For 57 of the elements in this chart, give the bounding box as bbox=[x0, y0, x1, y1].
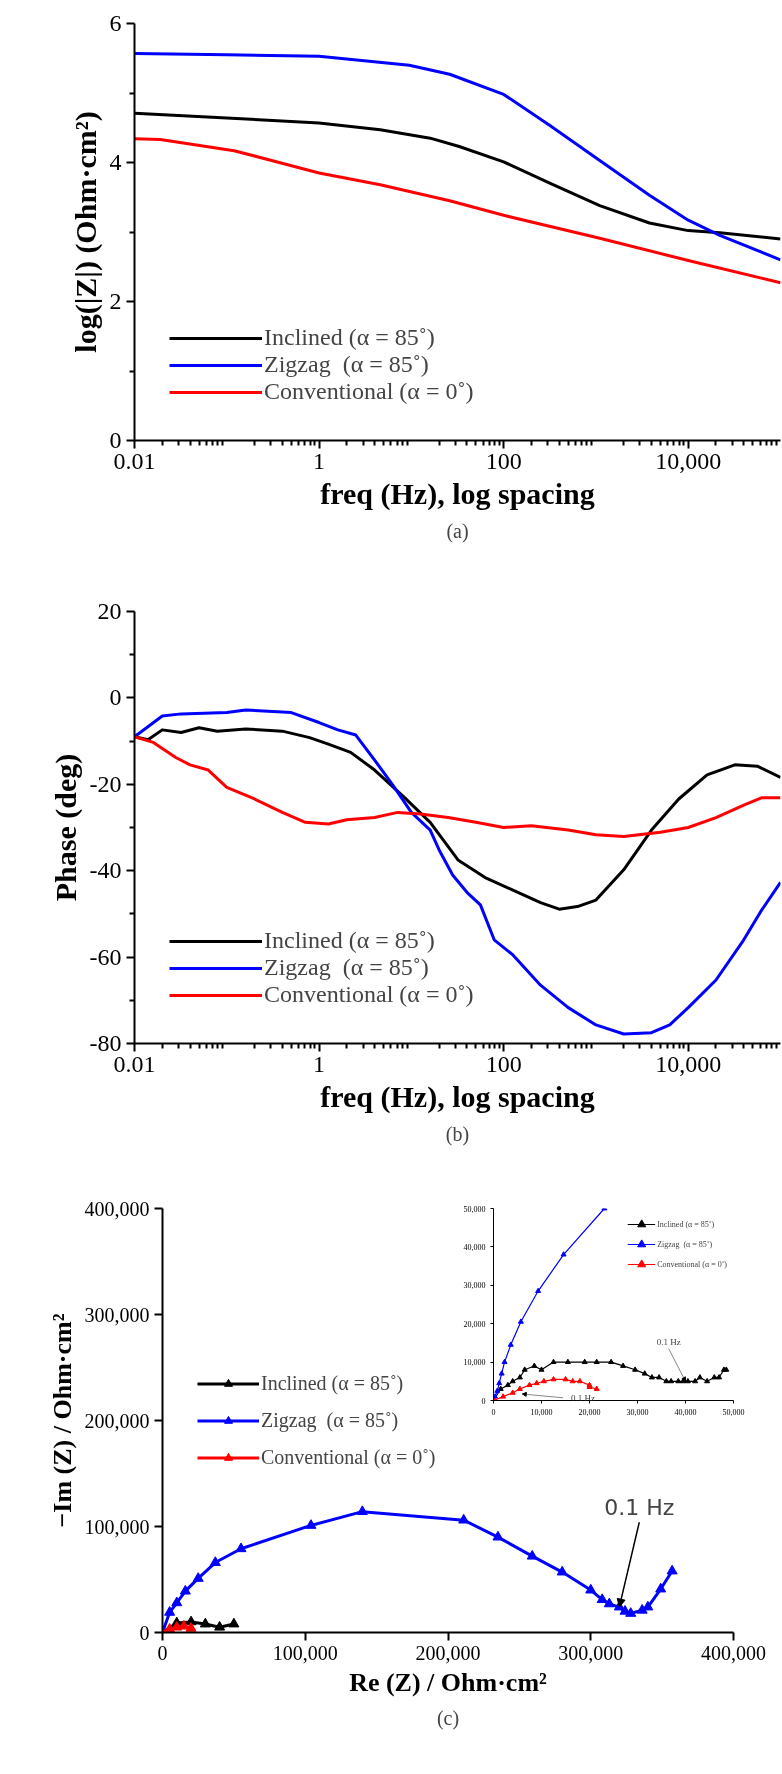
y-tick-label: 400,000 bbox=[84, 1197, 150, 1220]
x-tick-label: 10,000 bbox=[530, 1407, 553, 1417]
legend-label: Inclined (α = 85˚) bbox=[657, 1219, 715, 1229]
y-tick-label: -40 bbox=[89, 857, 122, 884]
x-tick-label: 100,000 bbox=[272, 1641, 338, 1664]
x-tick-label: 30,000 bbox=[626, 1407, 649, 1417]
x-axis-title: Re (Z) / Ohm·cm² bbox=[349, 1667, 548, 1697]
y-tick-label: 40,000 bbox=[463, 1242, 486, 1252]
x-tick-label: 1 bbox=[313, 447, 326, 474]
x-tick-label: 10,000 bbox=[655, 1050, 722, 1077]
y-tick-label: 4 bbox=[109, 149, 122, 175]
x-axis-title: freq (Hz), log spacing bbox=[320, 1079, 595, 1114]
x-tick-label: 400,000 bbox=[701, 1641, 766, 1664]
y-tick-label: 10,000 bbox=[463, 1358, 486, 1368]
y-tick-label: 0 bbox=[109, 684, 122, 711]
y-tick-label: 0 bbox=[139, 1621, 150, 1644]
x-tick-label: 40,000 bbox=[674, 1407, 697, 1417]
text: (b) bbox=[445, 1122, 470, 1146]
y-tick-label: 100,000 bbox=[84, 1515, 150, 1538]
legend-label: Zigzag (α = 85˚) bbox=[264, 351, 429, 378]
x-tick-label: 100 bbox=[485, 447, 522, 474]
x-tick-label: 1 bbox=[313, 1050, 326, 1077]
legend-label: Zigzag (α = 85˚) bbox=[657, 1239, 713, 1249]
x-axis-title: freq (Hz), log spacing bbox=[320, 476, 595, 511]
text: (c) bbox=[436, 1706, 460, 1730]
y-axis-title: Phase (deg) bbox=[48, 753, 83, 902]
x-tick-label: 20,000 bbox=[578, 1407, 601, 1417]
legend-label: Zigzag (α = 85˚) bbox=[264, 954, 429, 981]
y-tick-label: 300,000 bbox=[84, 1303, 150, 1326]
y-tick-label: -20 bbox=[89, 770, 122, 797]
y-tick-label: 50,000 bbox=[463, 1204, 486, 1214]
annotation: 0.1 Hz bbox=[604, 1495, 675, 1521]
y-tick-label: 20 bbox=[97, 598, 122, 624]
x-tick-label: 50,000 bbox=[722, 1407, 745, 1417]
y-tick-label: 6 bbox=[109, 10, 122, 36]
x-tick-label: 0 bbox=[491, 1407, 496, 1417]
legend-label: Inclined (α = 85˚) bbox=[264, 927, 435, 954]
legend-label: Inclined (α = 85˚) bbox=[264, 324, 435, 351]
y-tick-label: 30,000 bbox=[463, 1281, 486, 1291]
y-tick-label: 20,000 bbox=[463, 1319, 486, 1329]
legend-label: Conventional (α = 0˚) bbox=[264, 981, 474, 1008]
legend-label: Zigzag (α = 85˚) bbox=[261, 1408, 399, 1432]
legend-label: Conventional (α = 0˚) bbox=[657, 1259, 727, 1269]
x-tick-label: 300,000 bbox=[558, 1641, 624, 1664]
text: (a) bbox=[446, 519, 469, 543]
x-tick-label: 100 bbox=[485, 1050, 522, 1077]
annotation: 0.1 Hz bbox=[656, 1336, 681, 1347]
y-axis-title: log(|Z|) (Ohm·cm²) bbox=[68, 111, 103, 353]
legend-label: Conventional (α = 0˚) bbox=[261, 1445, 436, 1469]
y-axis-title: −Im (Z) / Ohm·cm² bbox=[47, 1313, 77, 1528]
x-tick-label: 10,000 bbox=[655, 447, 722, 474]
x-tick-label: 0 bbox=[157, 1641, 168, 1664]
legend-label: Conventional (α = 0˚) bbox=[264, 378, 474, 405]
y-tick-label: -60 bbox=[89, 943, 122, 970]
y-tick-label: 2 bbox=[109, 288, 122, 314]
legend-label: Inclined (α = 85˚) bbox=[261, 1371, 404, 1395]
y-tick-label: 0 bbox=[481, 1396, 486, 1406]
